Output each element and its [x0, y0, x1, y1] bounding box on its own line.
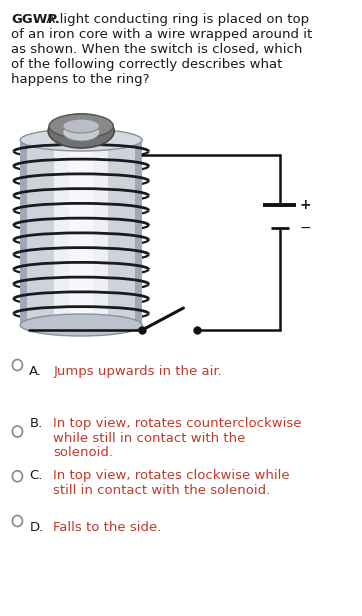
Bar [20, 140, 142, 325]
Text: GGWP.: GGWP. [11, 13, 60, 26]
Text: while still in contact with the: while still in contact with the [53, 431, 245, 445]
Text: as shown. When the switch is closed, which: as shown. When the switch is closed, whi… [11, 43, 302, 56]
Text: A light conducting ring is placed on top: A light conducting ring is placed on top [42, 13, 309, 26]
Text: solenoid.: solenoid. [53, 446, 113, 459]
Bar [54, 140, 108, 325]
Ellipse shape [63, 123, 100, 141]
Ellipse shape [20, 129, 142, 151]
Bar [135, 140, 142, 325]
Text: happens to the ring?: happens to the ring? [11, 73, 150, 86]
Bar [69, 140, 93, 325]
Text: C.: C. [29, 469, 43, 482]
Bar [20, 140, 28, 325]
Text: A.: A. [29, 365, 42, 378]
Text: of an iron core with a wire wrapped around it: of an iron core with a wire wrapped arou… [11, 28, 312, 41]
Text: In top view, rotates counterclockwise: In top view, rotates counterclockwise [53, 417, 302, 430]
Text: −: − [300, 221, 312, 235]
Ellipse shape [63, 119, 100, 133]
Text: of the following correctly describes what: of the following correctly describes wha… [11, 58, 282, 71]
Text: still in contact with the solenoid.: still in contact with the solenoid. [53, 484, 270, 496]
Text: B.: B. [29, 417, 43, 430]
Ellipse shape [20, 314, 142, 336]
Text: Falls to the side.: Falls to the side. [53, 521, 161, 534]
Ellipse shape [48, 114, 114, 148]
Ellipse shape [49, 114, 113, 138]
Text: D.: D. [29, 521, 43, 534]
Text: Jumps upwards in the air.: Jumps upwards in the air. [53, 365, 222, 378]
Text: In top view, rotates clockwise while: In top view, rotates clockwise while [53, 469, 290, 482]
Text: +: + [300, 198, 312, 212]
